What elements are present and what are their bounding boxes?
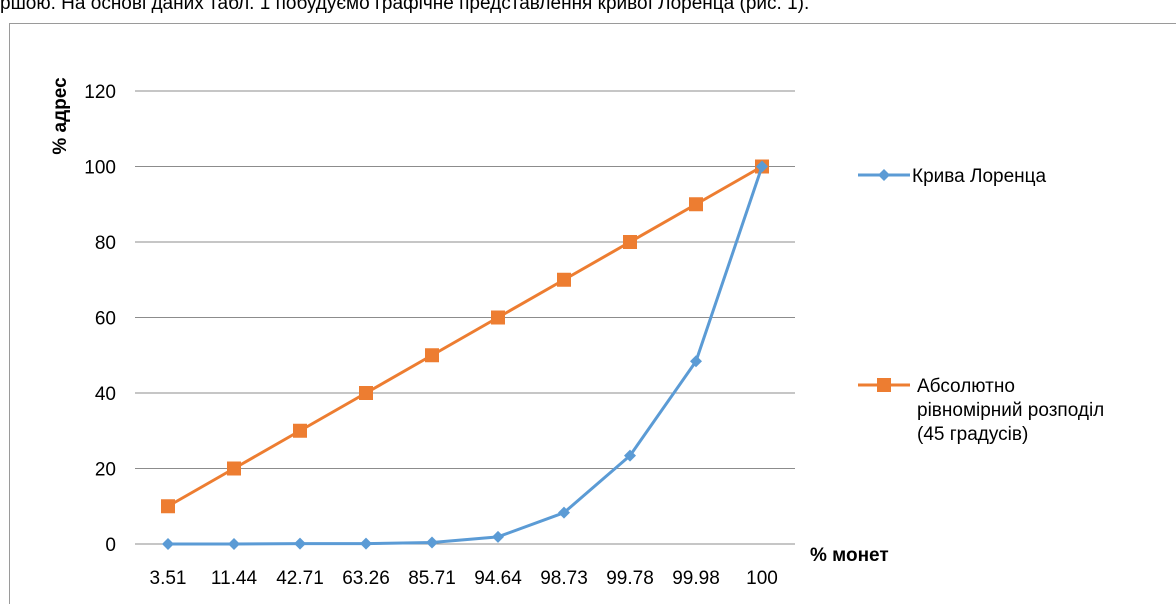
legend-label: Абсолютно: [917, 376, 1015, 397]
data-point-diamond: [294, 537, 306, 550]
legend-marker: [878, 169, 890, 181]
x-tick-label: 85.71: [408, 568, 456, 589]
y-tick-label: 100: [84, 158, 116, 179]
x-tick-label: 100: [746, 568, 778, 589]
data-point-square: [623, 235, 637, 249]
legend-label: (45 градусів): [917, 424, 1028, 445]
gridlines: [135, 90, 795, 545]
data-point-square: [227, 461, 241, 476]
data-point-diamond: [690, 355, 702, 368]
data-point-diamond: [228, 538, 240, 550]
data-point-diamond: [624, 449, 636, 462]
legend-label: Крива Лоренца: [912, 166, 1047, 187]
legend-marker: [877, 378, 891, 392]
y-axis-title: % адрес: [50, 77, 71, 155]
legend: Крива Лоренца Абсолютно рівномірний розпод…: [858, 166, 1104, 445]
y-tick-label: 20: [95, 460, 116, 481]
data-point-diamond: [162, 538, 174, 550]
y-tick-label: 80: [95, 233, 116, 254]
x-tick-label: 42.71: [276, 568, 324, 589]
data-point-diamond: [360, 537, 372, 550]
legend-label: рівномірний розподіл: [917, 400, 1104, 421]
data-point-square: [161, 499, 175, 514]
y-tick-label: 0: [105, 535, 116, 556]
x-tick-labels: 3.51 11.44 42.71 63.26 85.71 94.64 98.73 99.78 9…: [150, 568, 778, 589]
data-point-diamond: [426, 536, 438, 549]
x-tick-label: 94.64: [474, 568, 522, 589]
data-point-square: [425, 348, 439, 363]
x-tick-label: 63.26: [342, 568, 390, 589]
data-point-square: [359, 386, 373, 400]
x-tick-label: 98.73: [540, 568, 588, 589]
x-tick-label: 11.44: [211, 568, 258, 589]
series-line: [167, 165, 763, 508]
data-point-diamond: [558, 506, 570, 519]
y-tick-label: 120: [84, 82, 116, 103]
data-point-square: [293, 423, 307, 438]
x-tick-label: 99.98: [672, 568, 720, 589]
document-text: ршою. На основі даних табл. 1 побудуємо …: [0, 0, 810, 14]
data-point-square: [689, 197, 703, 212]
data-point-diamond: [492, 530, 504, 543]
data-point-square: [557, 272, 571, 287]
x-tick-label: 99.78: [606, 568, 654, 589]
y-tick-label: 60: [95, 309, 116, 330]
x-tick-label: 3.51: [150, 568, 187, 589]
data-point-square: [491, 310, 505, 325]
y-tick-labels: 0 20 40 60 80 100 120: [84, 82, 116, 556]
x-axis-title: % монет: [810, 545, 889, 566]
series-line: [168, 166, 764, 546]
series: [161, 159, 769, 550]
data-point-diamond: [756, 160, 768, 173]
y-tick-label: 40: [95, 384, 116, 405]
chart-frame: [9, 23, 1176, 604]
